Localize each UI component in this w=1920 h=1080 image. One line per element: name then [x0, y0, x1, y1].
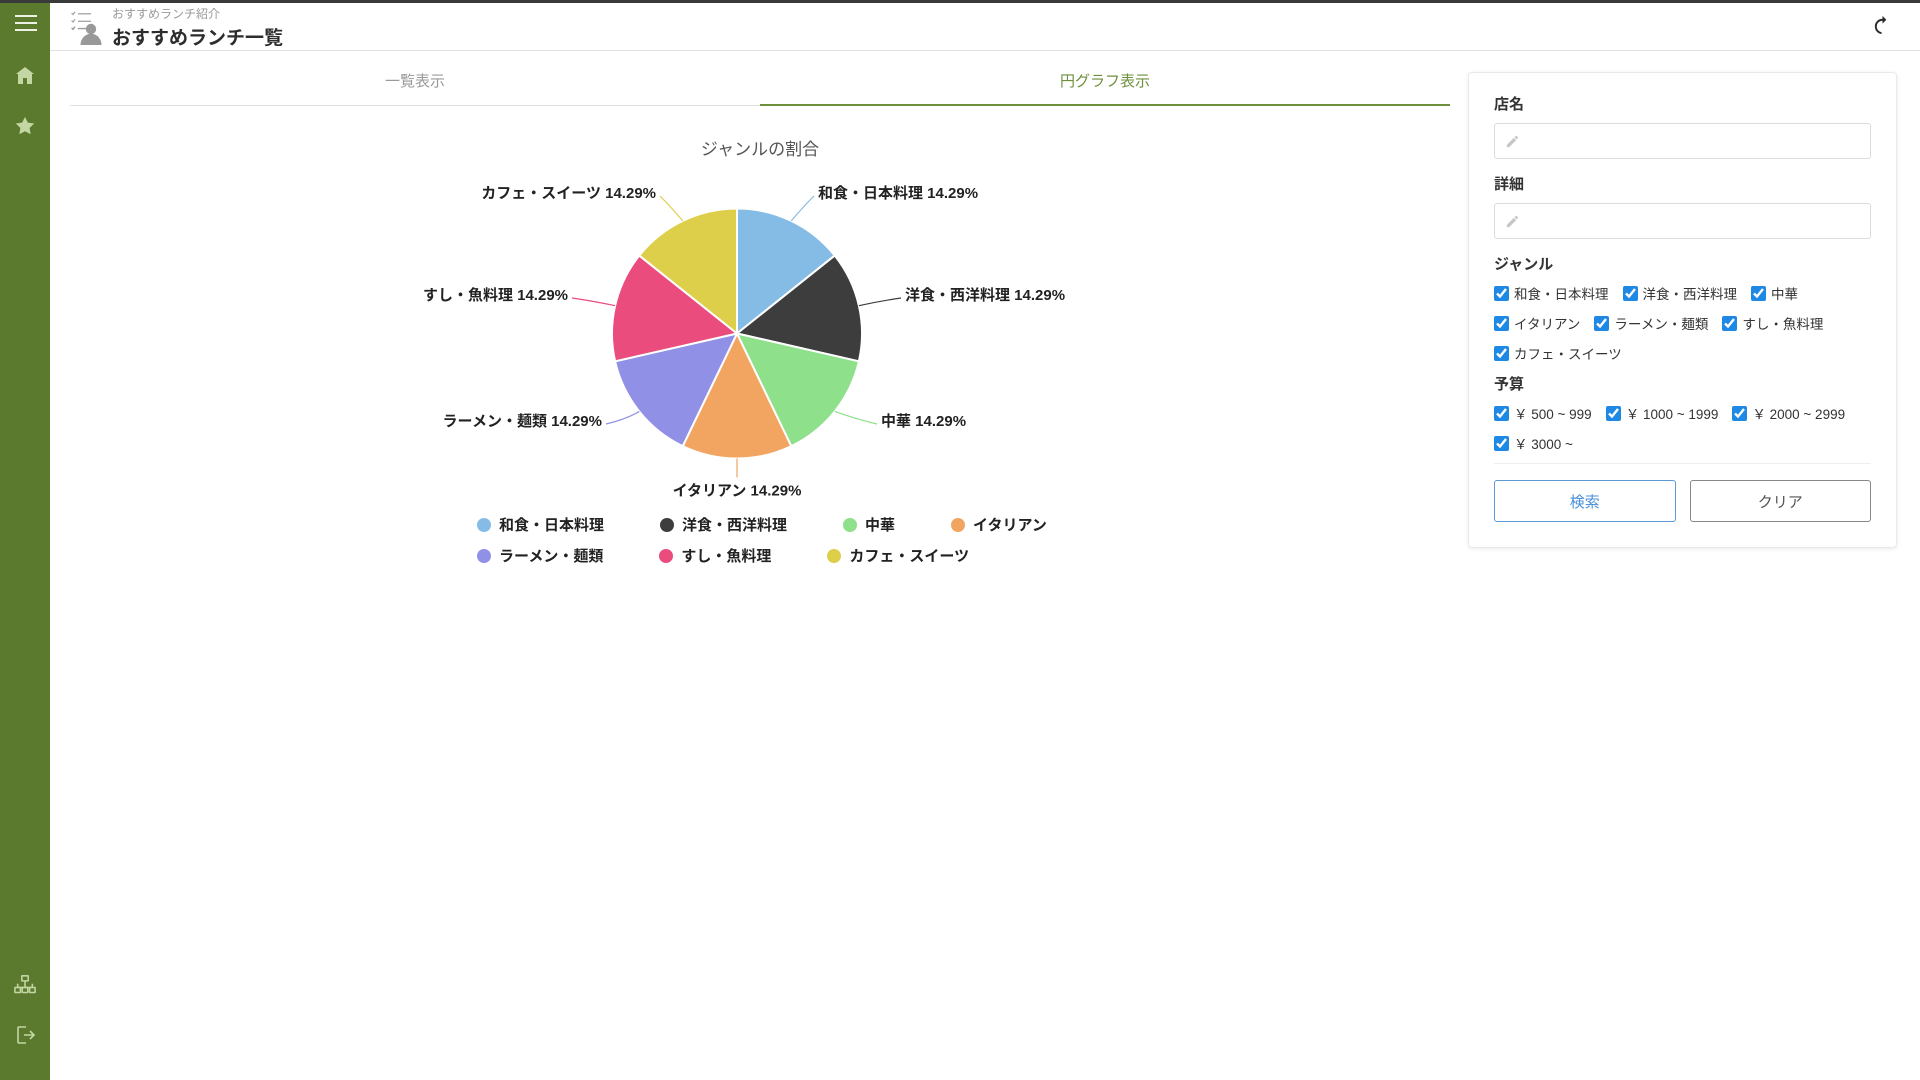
svg-text:カフェ・スイーツ 14.29%: カフェ・スイーツ 14.29%	[481, 185, 656, 202]
svg-text:すし・魚料理 14.29%: すし・魚料理 14.29%	[423, 286, 568, 304]
svg-text:洋食・西洋料理 14.29%: 洋食・西洋料理 14.29%	[905, 286, 1065, 304]
svg-text:和食・日本料理 14.29%: 和食・日本料理 14.29%	[818, 184, 978, 202]
svg-text:ラーメン・麺類 14.29%: ラーメン・麺類 14.29%	[443, 412, 602, 430]
svg-text:中華 14.29%: 中華 14.29%	[881, 413, 966, 430]
svg-text:イタリアン 14.29%: イタリアン 14.29%	[673, 483, 802, 500]
